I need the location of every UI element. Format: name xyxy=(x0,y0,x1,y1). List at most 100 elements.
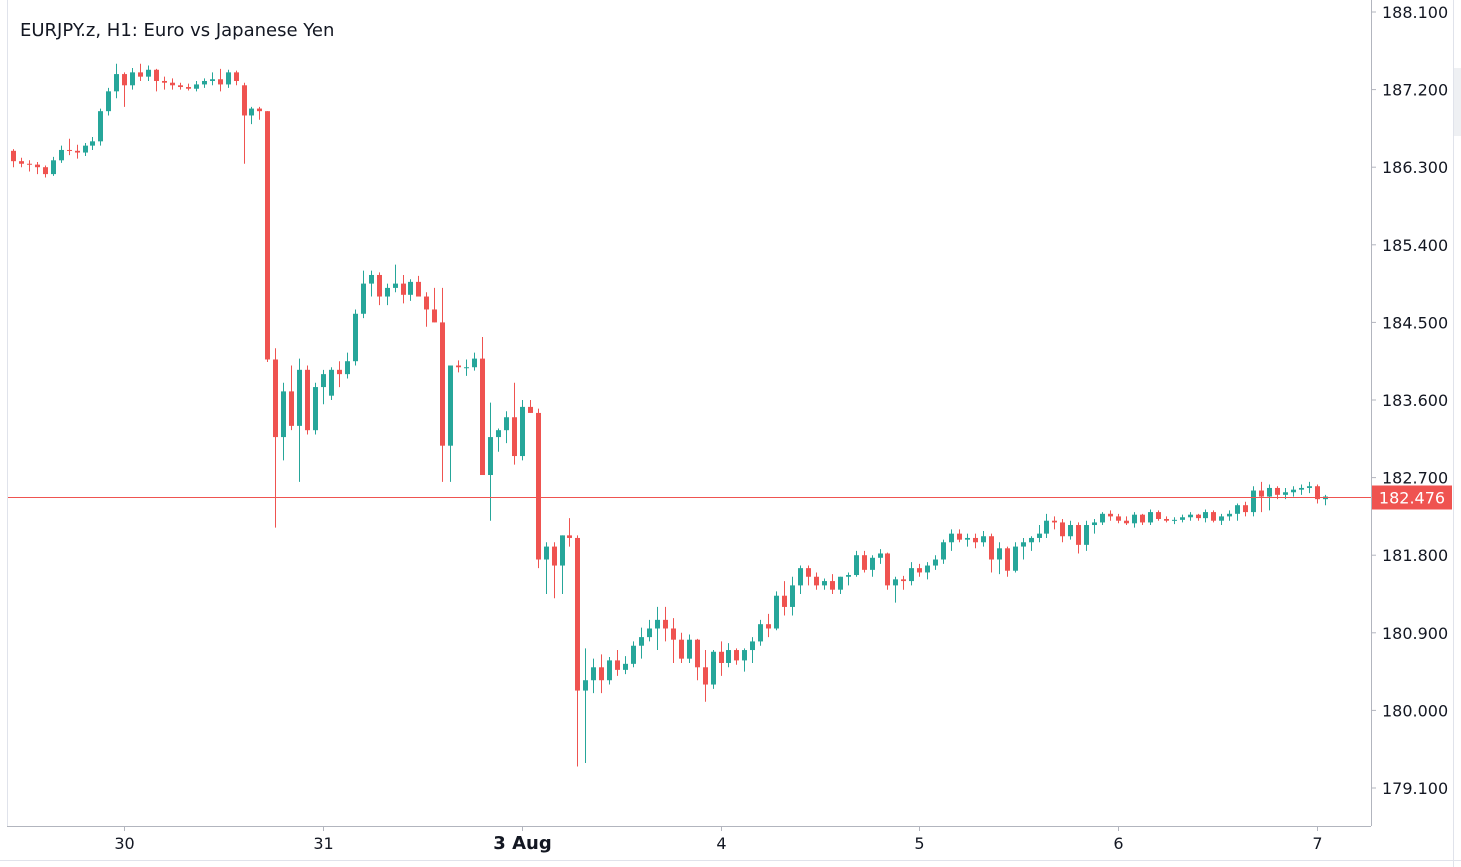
candle xyxy=(67,138,72,156)
candle-body xyxy=(480,358,485,476)
candle-body xyxy=(925,565,930,573)
candle-body xyxy=(1211,512,1216,521)
candle xyxy=(1235,503,1240,521)
candle-body xyxy=(106,91,111,112)
candle xyxy=(1243,501,1248,517)
candle xyxy=(1172,517,1177,525)
candle-body xyxy=(583,680,588,691)
y-tick-label: 188.100 xyxy=(1382,3,1448,22)
candle-body xyxy=(1164,518,1169,521)
candle xyxy=(289,365,294,431)
candle-body xyxy=(1021,542,1026,547)
candle xyxy=(1315,484,1320,504)
candle xyxy=(329,367,334,400)
candle xyxy=(663,606,668,642)
y-tick-label: 180.900 xyxy=(1382,624,1448,643)
candle xyxy=(1291,486,1296,497)
candle xyxy=(170,78,175,90)
candle xyxy=(297,358,302,482)
candle-body xyxy=(385,287,390,297)
candle-body xyxy=(504,417,509,431)
candle xyxy=(377,272,382,306)
candle-body xyxy=(909,568,914,582)
y-tick-label: 182.700 xyxy=(1382,469,1448,488)
candle xyxy=(846,572,851,586)
candle xyxy=(782,581,787,616)
candle-body xyxy=(575,537,580,691)
candle xyxy=(480,337,485,476)
candle xyxy=(560,535,565,594)
candle xyxy=(878,549,883,564)
candle-body xyxy=(965,537,970,540)
candle xyxy=(1076,522,1081,554)
candle xyxy=(528,400,533,413)
candle-body xyxy=(67,149,72,151)
candle xyxy=(671,618,676,663)
candle xyxy=(512,382,517,465)
candle-body xyxy=(846,575,851,577)
candle-body xyxy=(138,72,143,77)
y-tick-label: 183.600 xyxy=(1382,391,1448,410)
candle xyxy=(1156,510,1161,521)
candle xyxy=(814,572,819,590)
candle-body xyxy=(981,536,986,543)
candle xyxy=(599,654,604,694)
candle-body xyxy=(870,557,875,570)
candle xyxy=(774,591,779,631)
candle xyxy=(337,361,342,388)
y-tick-label: 179.100 xyxy=(1382,779,1448,798)
y-tick-label: 181.800 xyxy=(1382,546,1448,565)
candle xyxy=(27,160,32,172)
candle-body xyxy=(273,359,278,438)
candle xyxy=(679,632,684,663)
candle xyxy=(965,533,970,547)
candle-body xyxy=(639,637,644,646)
candle-body xyxy=(1108,513,1113,517)
candle xyxy=(1124,516,1129,526)
candle-body xyxy=(838,576,843,590)
candle-body xyxy=(671,628,676,640)
candle xyxy=(766,613,771,638)
candle-body xyxy=(695,639,700,668)
candle-body xyxy=(1267,487,1272,497)
candle-body xyxy=(782,595,787,607)
candle xyxy=(758,619,763,646)
candle-body xyxy=(369,274,374,284)
candle-body xyxy=(130,72,135,86)
candle xyxy=(178,82,183,90)
candle-body xyxy=(1196,514,1201,519)
candle xyxy=(655,606,660,651)
candle-body xyxy=(901,579,906,582)
candle-body xyxy=(1299,487,1304,490)
candle-body xyxy=(854,555,859,576)
candle xyxy=(973,533,978,549)
candle-body xyxy=(234,72,239,81)
candle xyxy=(11,149,16,168)
candle xyxy=(941,539,946,564)
candle-body xyxy=(186,87,191,89)
candle-body xyxy=(1092,522,1097,526)
candle xyxy=(567,518,572,547)
y-tick-label: 186.300 xyxy=(1382,158,1448,177)
candle-body xyxy=(242,85,247,116)
candle xyxy=(1060,518,1065,543)
candle-body xyxy=(560,535,565,566)
candle-body xyxy=(997,548,1002,560)
x-tick-label: 4 xyxy=(716,834,726,853)
candle xyxy=(385,283,390,306)
candle xyxy=(734,648,739,665)
candle-body xyxy=(154,69,159,81)
candle-body xyxy=(949,533,954,543)
candle-body xyxy=(1227,513,1232,517)
candle xyxy=(194,80,199,92)
candle-body xyxy=(1124,520,1129,524)
candle-body xyxy=(536,412,541,560)
candle xyxy=(726,643,731,668)
candle-body xyxy=(249,108,254,116)
candle-body xyxy=(885,553,890,586)
candle-body xyxy=(544,546,549,560)
candle xyxy=(321,369,326,405)
candle-body xyxy=(146,69,151,77)
candle xyxy=(1196,513,1201,521)
current-price-value: 182.476 xyxy=(1379,489,1445,508)
